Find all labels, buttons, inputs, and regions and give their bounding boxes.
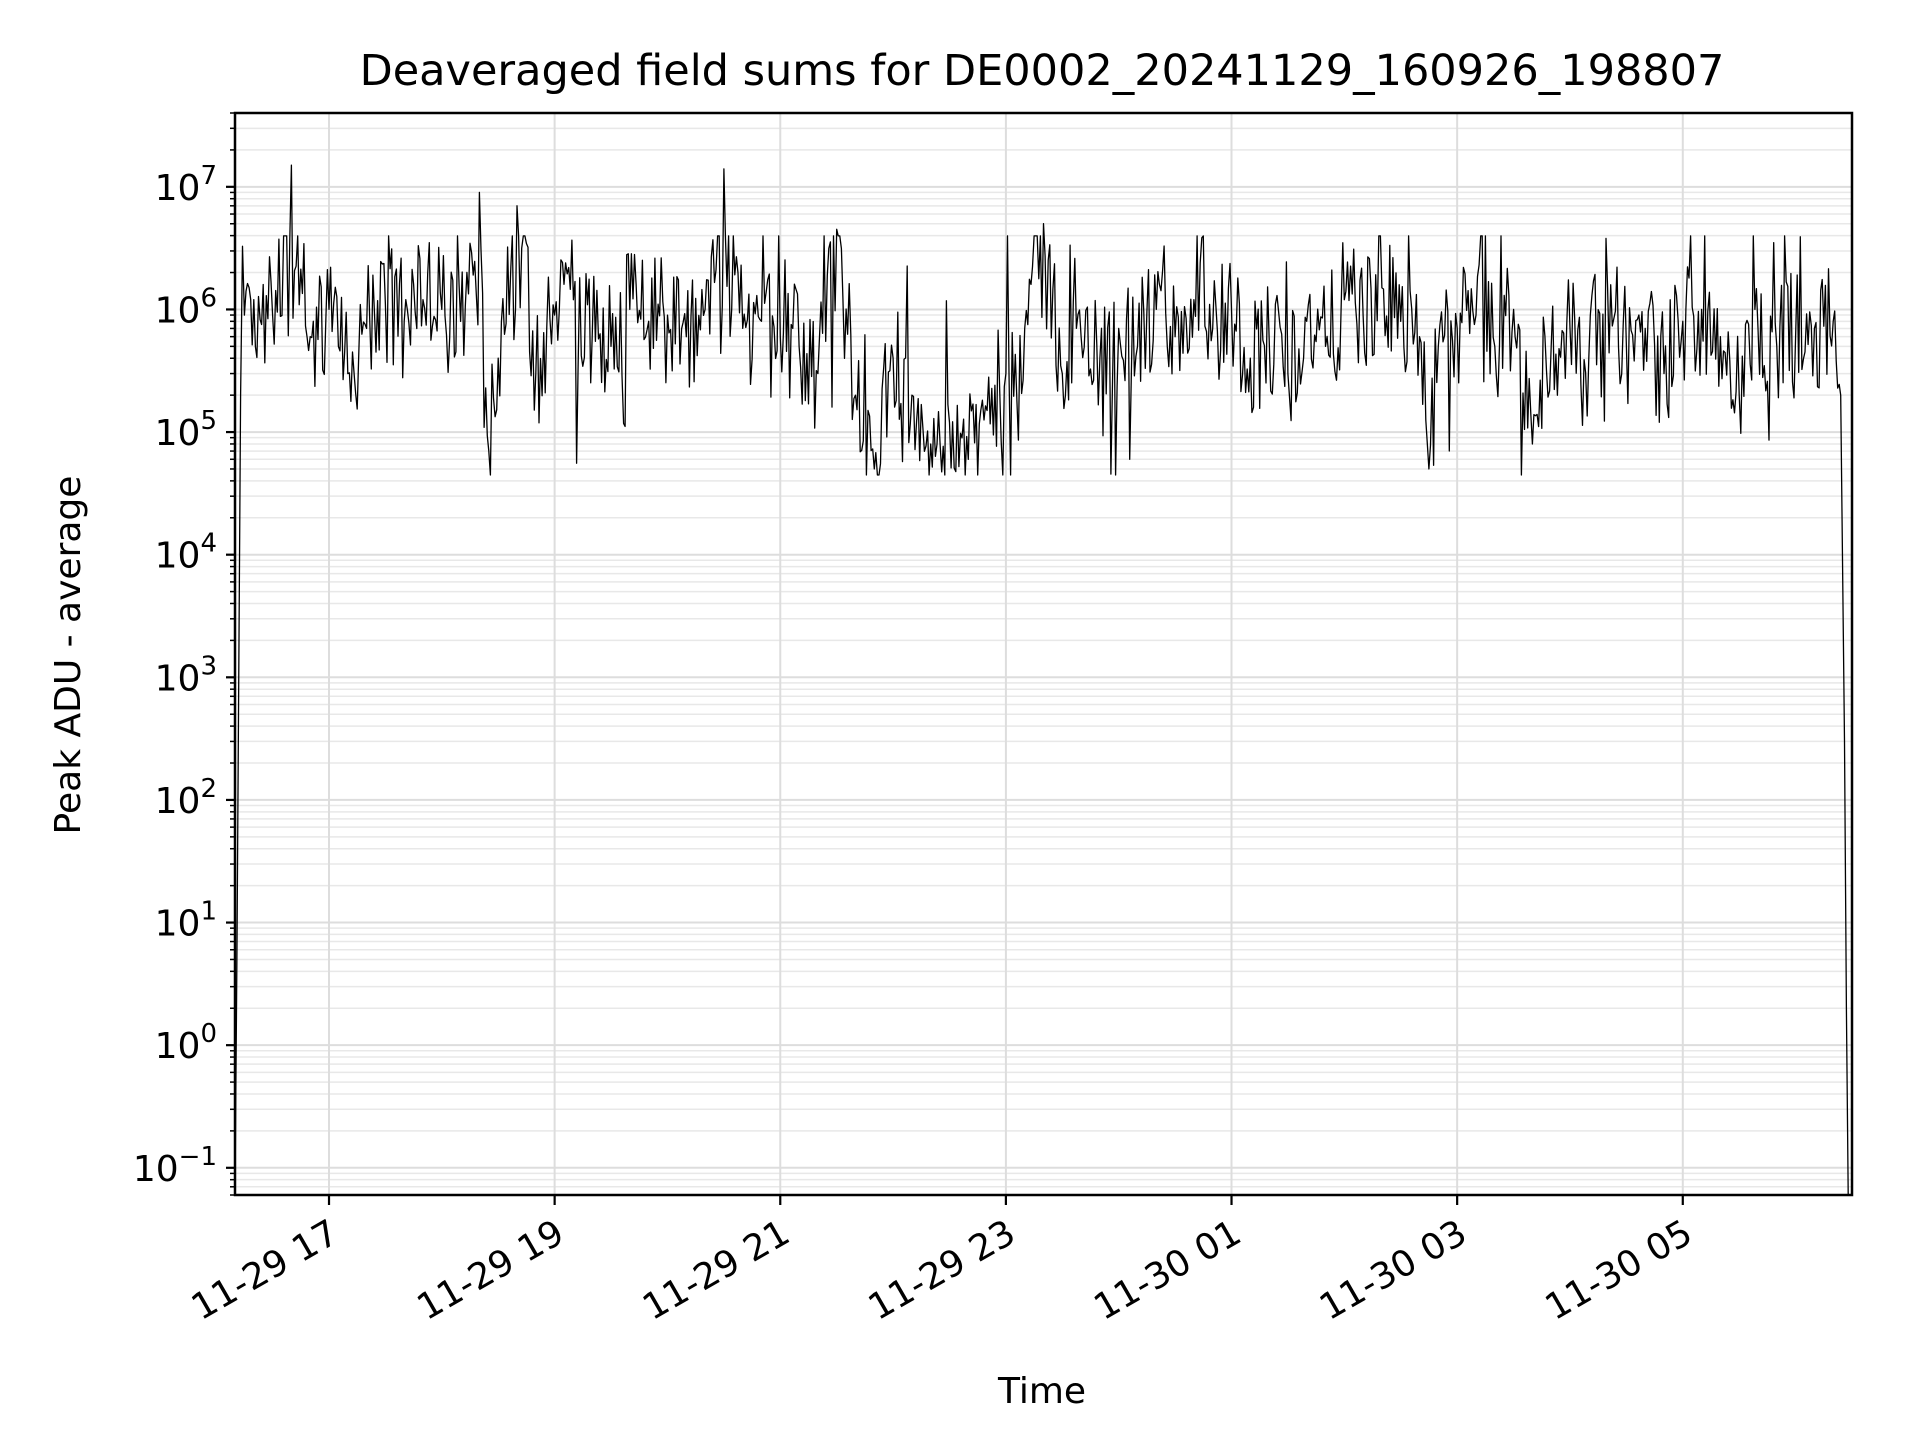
- y-tick-base: 10: [155, 781, 201, 822]
- y-tick-base: 10: [155, 168, 201, 209]
- y-tick-exponent: −1: [179, 1142, 217, 1172]
- y-tick-label: 100: [155, 1019, 217, 1067]
- y-tick-exponent: 4: [200, 529, 217, 559]
- plot-frame: [233, 111, 1854, 1197]
- series-line: [235, 164, 1849, 1195]
- y-tick-label: 101: [155, 897, 217, 945]
- y-tick-label: 105: [155, 406, 217, 454]
- y-tick-base: 10: [155, 290, 201, 331]
- y-axis-label: Peak ADU - average: [48, 476, 89, 835]
- y-tick-exponent: 5: [200, 406, 217, 436]
- y-tick-label: 103: [155, 651, 217, 699]
- y-tick-base: 10: [155, 536, 201, 577]
- chart-title: Deaveraged field sums for DE0002_2024112…: [360, 46, 1725, 96]
- y-tick-label: 104: [155, 529, 217, 577]
- series-layer: [235, 164, 1849, 1195]
- y-tick-exponent: 3: [200, 651, 217, 681]
- y-tick-base: 10: [133, 1149, 179, 1190]
- y-tick-exponent: 7: [200, 161, 217, 191]
- y-tick-exponent: 1: [200, 897, 217, 927]
- y-tick-label: 10−1: [133, 1142, 217, 1190]
- y-tick-base: 10: [155, 658, 201, 699]
- y-tick-base: 10: [155, 904, 201, 945]
- y-tick-label: 106: [155, 283, 217, 331]
- y-tick-exponent: 2: [200, 774, 217, 804]
- y-tick-exponent: 6: [200, 283, 217, 313]
- grid: [235, 112, 1852, 1196]
- y-tick-base: 10: [155, 1026, 201, 1067]
- y-tick-label: 102: [155, 774, 217, 822]
- x-axis-label: Time: [997, 1371, 1086, 1412]
- y-tick-base: 10: [155, 413, 201, 454]
- y-tick-exponent: 0: [200, 1019, 217, 1049]
- y-tick-label: 107: [155, 161, 217, 209]
